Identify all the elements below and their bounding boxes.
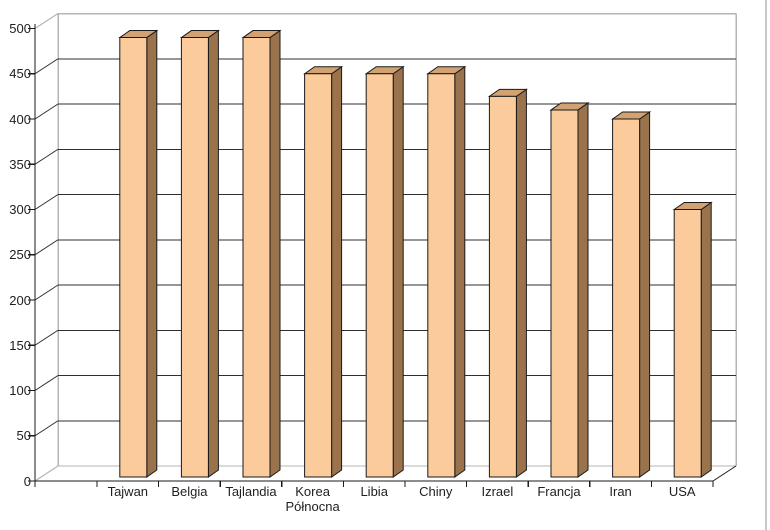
category-label-belgia: Belgia [171, 484, 208, 499]
category-label-iran: Iran [609, 484, 632, 499]
gridline-connector-100 [34, 375, 59, 391]
bar-belgia [180, 37, 209, 478]
bar-izrael [488, 95, 517, 478]
gridline-connector-400 [34, 103, 59, 120]
bar-side-tajlandia [269, 29, 281, 478]
category-label-korea-p-nocna: Korea Północna [285, 484, 340, 514]
category-label-izrael: Izrael [481, 484, 514, 499]
wall-topleft-diagonal [34, 12, 59, 30]
bar-side-usa [700, 201, 712, 478]
category-label-tajlandia: Tajlandia [225, 484, 277, 499]
gridline-connector-450 [34, 58, 59, 75]
gridline-connector-200 [34, 284, 59, 301]
y-tick-label-100: 100 [9, 383, 31, 398]
y-tick-label-150: 150 [9, 337, 31, 353]
bar-side-belgia [207, 29, 219, 478]
category-label-francja: Francja [537, 484, 581, 499]
y-tick-label-450: 450 [9, 66, 31, 82]
bar-francja [550, 109, 579, 478]
category-label-libia: Libia [360, 484, 388, 499]
bar-side-francja [577, 101, 589, 478]
gridline-connector-150 [34, 329, 59, 346]
x-axis-right-diagonal [712, 465, 737, 482]
category-label-tajwan: Tajwan [107, 484, 149, 499]
bar-side-chiny [454, 65, 466, 478]
bar-side-tajwan [146, 29, 158, 478]
gridline-connector-250 [34, 239, 59, 256]
category-label-usa: USA [668, 484, 696, 499]
bar-iran [612, 118, 641, 478]
bar-tajwan [119, 37, 148, 478]
bar-tajlandia [242, 37, 271, 478]
bar-libia [365, 73, 394, 478]
floor-left-diagonal [34, 465, 59, 482]
bar-side-libia [392, 65, 404, 478]
category-label-chiny: Chiny [419, 484, 453, 499]
gridline-connector-300 [34, 194, 59, 210]
y-tick-label-250: 250 [9, 247, 31, 263]
bar-side-iran [639, 111, 651, 478]
y-tick-label-200: 200 [9, 292, 31, 308]
y-tick-label-350: 350 [9, 156, 31, 172]
bar-side-korea-p-nocna [331, 65, 343, 478]
y-tick-label-0: 0 [23, 473, 31, 489]
y-tick-label-50: 50 [16, 428, 31, 444]
gridline-connector-350 [34, 148, 59, 165]
y-tick-label-300: 300 [9, 202, 31, 217]
gridline-connector-50 [34, 420, 59, 437]
bar-side-izrael [515, 88, 527, 478]
bar-usa [673, 209, 702, 478]
bar-chiny [427, 73, 456, 478]
y-tick-label-500: 500 [9, 21, 31, 36]
y-tick-label-400: 400 [9, 111, 31, 127]
bar-korea-p-nocna [304, 73, 333, 478]
